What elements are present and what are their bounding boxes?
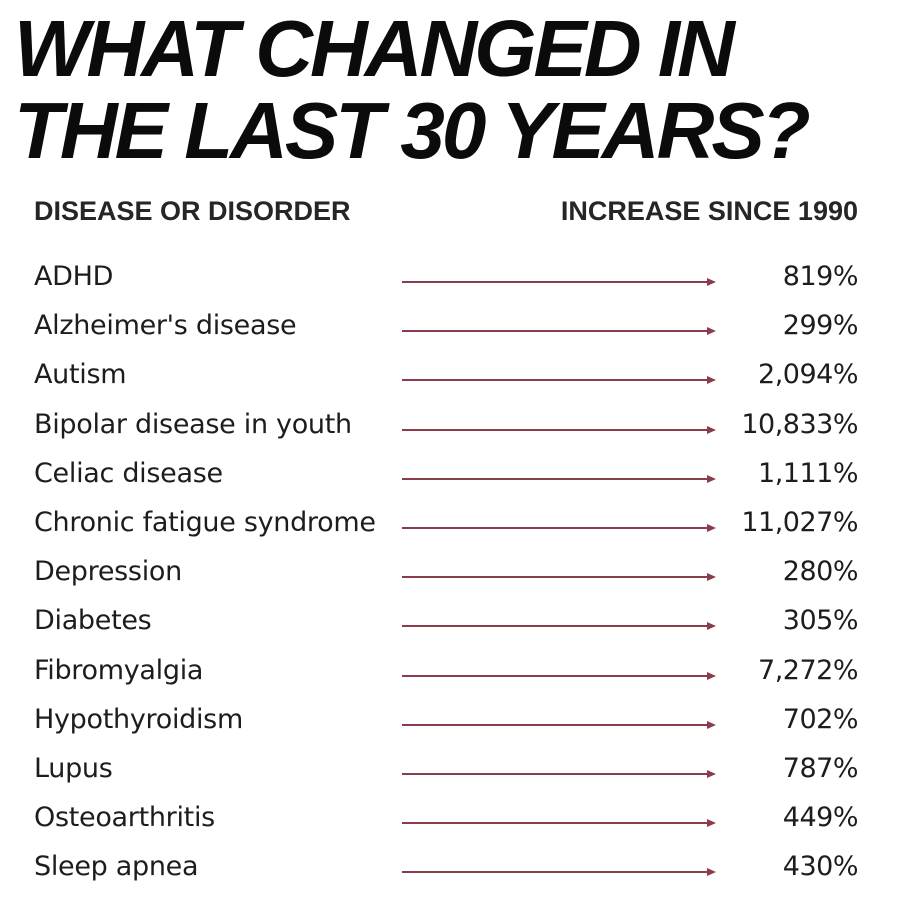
increase-value: 1,111% [758, 457, 858, 489]
table-row: Celiac disease 1,111% [0, 452, 900, 501]
increase-value: 305% [782, 605, 859, 637]
column-header-increase: INCREASE SINCE 1990 [560, 196, 858, 226]
arrow-icon-graphic [402, 278, 716, 286]
arrow-icon [402, 423, 716, 435]
title-line-2: THE LAST 30 YEARS? [14, 86, 811, 175]
disease-label: Alzheimer's disease [34, 310, 297, 342]
increase-value: 702% [782, 703, 859, 735]
disease-label: Osteoarthritis [34, 802, 215, 834]
arrow-icon-graphic [402, 770, 716, 778]
table-row: Depression 280% [0, 550, 900, 599]
arrow-icon-graphic [402, 425, 716, 434]
disease-label: Diabetes [34, 605, 152, 637]
table-row: Lupus 787% [0, 747, 900, 796]
arrow-icon [402, 865, 716, 877]
table-row: Bipolar disease in youth 10,833% [0, 403, 900, 452]
arrow-icon-graphic [402, 868, 716, 877]
column-header-disease: DISEASE OR DISORDER [34, 196, 351, 226]
arrow-icon-graphic [402, 720, 716, 729]
increase-value: 2,094% [758, 359, 858, 391]
arrow-icon [402, 570, 716, 582]
disease-label: Hypothyroidism [34, 703, 243, 735]
arrow-icon-graphic [402, 573, 716, 582]
increase-value: 787% [782, 753, 859, 784]
increase-value: 7,272% [758, 654, 858, 686]
disease-label: Autism [34, 359, 127, 391]
arrow-icon [402, 816, 716, 828]
increase-value: 449% [782, 802, 859, 834]
arrow-icon [402, 521, 716, 533]
arrow-icon [402, 718, 716, 730]
page-title: WHAT CHANGED IN THE LAST 30 YEARS? [14, 8, 886, 172]
increase-value: 430% [782, 851, 859, 883]
disease-label: Depression [34, 556, 182, 588]
disease-label: Bipolar disease in youth [34, 408, 352, 440]
disease-label: Celiac disease [34, 457, 223, 489]
arrow-icon-graphic [402, 474, 716, 483]
table-row: Sleep apnea 430% [0, 845, 900, 894]
disease-label: ADHD [34, 261, 114, 292]
disease-label: Chronic fatigue syndrome [34, 507, 376, 538]
table-row: Chronic fatigue syndrome 11,027% [0, 501, 900, 550]
arrow-icon [402, 373, 716, 385]
increase-value: 11,027% [741, 507, 858, 538]
arrow-icon-graphic [402, 622, 716, 631]
arrow-icon-graphic [402, 524, 716, 532]
title-line-1: WHAT CHANGED IN [14, 4, 735, 93]
disease-label: Sleep apnea [34, 851, 199, 883]
arrow-icon-graphic [402, 376, 716, 385]
arrow-icon [402, 619, 716, 631]
disease-label: Lupus [34, 753, 113, 784]
arrow-icon-graphic [402, 671, 716, 680]
table-row: Alzheimer's disease 299% [0, 304, 900, 353]
table-row: Hypothyroidism 702% [0, 698, 900, 747]
table-row: Osteoarthritis 449% [0, 796, 900, 845]
arrow-icon [402, 669, 716, 681]
arrow-icon [402, 767, 716, 779]
increase-value: 819% [782, 261, 859, 292]
increase-value: 280% [782, 556, 859, 588]
increase-value: 10,833% [741, 408, 858, 440]
table-row: ADHD 819% [0, 255, 900, 304]
table-row: Autism 2,094% [0, 353, 900, 402]
table-row: Diabetes 305% [0, 599, 900, 648]
arrow-icon [402, 472, 716, 484]
increase-value: 299% [782, 310, 859, 342]
disease-label: Fibromyalgia [34, 654, 204, 686]
table-row: Fibromyalgia 7,272% [0, 649, 900, 698]
arrow-icon [402, 275, 716, 287]
arrow-icon-graphic [402, 327, 716, 336]
arrow-icon-graphic [402, 819, 716, 828]
arrow-icon [402, 324, 716, 336]
